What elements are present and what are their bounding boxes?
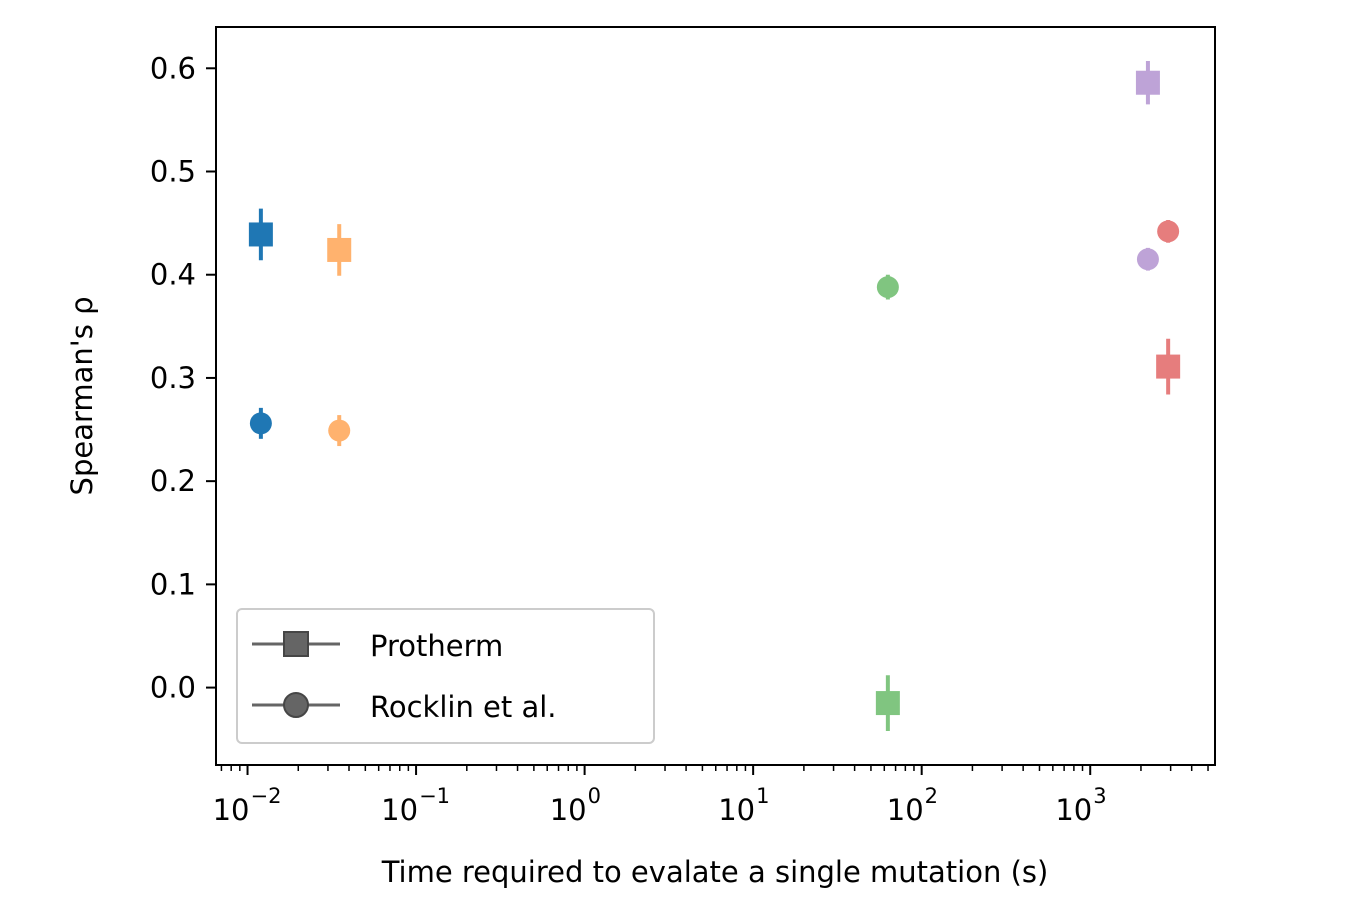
- x-tick-label: 10 3: [1055, 784, 1106, 827]
- rocklin-point: [1136, 247, 1159, 271]
- x-tick-label-base: 10: [718, 793, 755, 827]
- square-marker: [875, 691, 900, 716]
- x-tick-label-exponent: −2: [251, 784, 282, 808]
- x-axis-label: Time required to evalate a single mutati…: [381, 855, 1049, 889]
- y-tick-label: 0.6: [150, 51, 196, 85]
- x-tick-label-base: 10: [1055, 793, 1092, 827]
- x-tick-label-exponent: 0: [588, 784, 601, 808]
- rocklin-point: [328, 415, 351, 447]
- square-marker: [1135, 70, 1160, 95]
- legend-label-protherm: Protherm: [370, 629, 503, 663]
- y-tick-label: 0.3: [150, 361, 196, 395]
- square-marker: [248, 222, 273, 247]
- rocklin-point: [249, 407, 272, 439]
- x-tick-label-exponent: −1: [419, 784, 450, 808]
- y-tick-label: 0.1: [150, 567, 196, 601]
- plot-frame: [215, 26, 1216, 766]
- y-tick-label: 0.4: [150, 258, 196, 292]
- protherm-point: [248, 208, 273, 261]
- rocklin-point: [876, 274, 899, 300]
- x-tick-label-base: 10: [887, 793, 924, 827]
- y-tick-label: 0.5: [150, 155, 196, 189]
- legend-circle-marker: [252, 692, 340, 718]
- legend-box: [236, 608, 655, 744]
- legend-markers: [252, 631, 340, 718]
- circle-marker: [876, 276, 899, 299]
- x-tick-label-base: 10: [550, 793, 587, 827]
- legend-square: [283, 631, 309, 657]
- legend-circle: [283, 692, 309, 718]
- circle-marker: [249, 412, 272, 435]
- protherm-point: [1135, 61, 1160, 105]
- circle-marker: [328, 419, 351, 442]
- x-tick-label: 10 0: [550, 784, 601, 827]
- protherm-point: [875, 675, 900, 731]
- x-tick-label: 10 1: [718, 784, 769, 827]
- circle-marker: [1136, 248, 1159, 271]
- protherm-point: [327, 224, 352, 276]
- data-points: [248, 61, 1181, 731]
- legend-square-marker: [252, 631, 340, 657]
- x-tick-label-exponent: 2: [925, 784, 938, 808]
- x-tick-label-exponent: 1: [756, 784, 769, 808]
- circle-marker: [1157, 220, 1180, 243]
- legend: Protherm Rocklin et al.: [236, 608, 655, 744]
- x-tick-label-base: 10: [213, 793, 250, 827]
- x-tick-label-base: 10: [381, 793, 418, 827]
- y-tick-label: 0.0: [150, 671, 196, 705]
- square-marker: [1156, 354, 1181, 379]
- x-tick-label: 10 2: [887, 784, 938, 827]
- legend-label-rocklin: Rocklin et al.: [370, 690, 557, 724]
- y-axis-label: Spearman's ρ: [65, 297, 99, 496]
- x-tick-label: 10 −1: [381, 784, 450, 827]
- x-tick-label: 10 −2: [213, 784, 282, 827]
- ticks: 0.00.10.20.30.40.50.610 −2 10 −1 10 0 10 1 10 2 10…: [150, 51, 1209, 827]
- x-tick-label-exponent: 3: [1093, 784, 1106, 808]
- y-tick-label: 0.2: [150, 464, 196, 498]
- protherm-point: [1156, 338, 1181, 395]
- square-marker: [327, 237, 352, 262]
- rocklin-point: [1157, 220, 1180, 243]
